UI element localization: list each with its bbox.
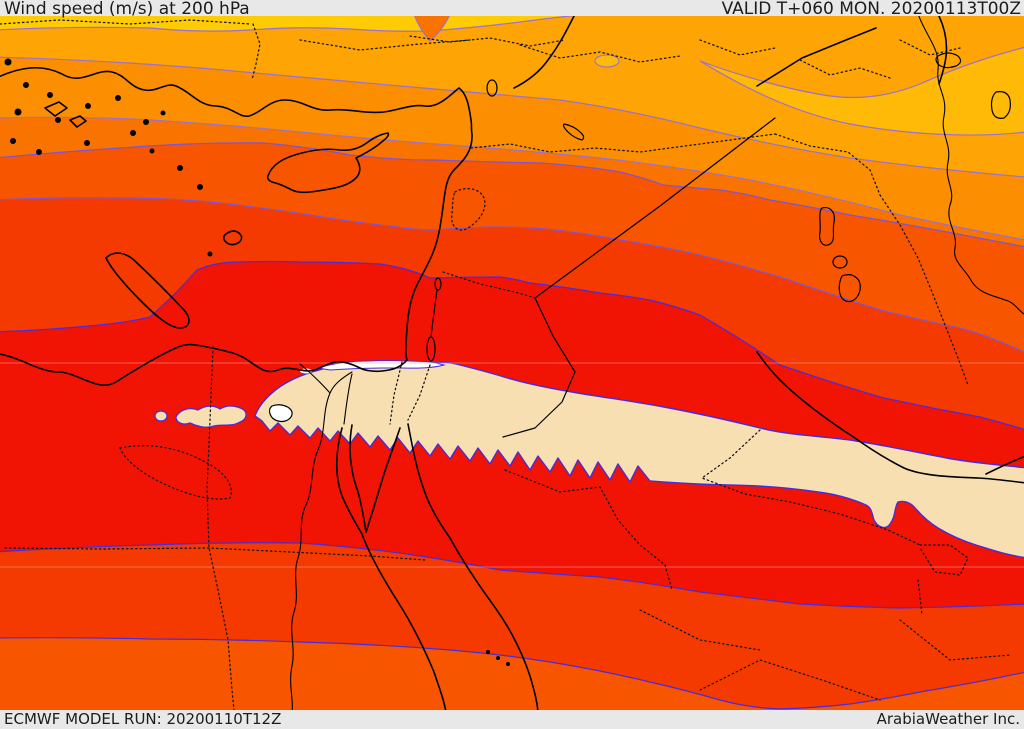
island xyxy=(496,656,500,660)
border-kuwait xyxy=(917,544,969,616)
island xyxy=(207,251,213,257)
band-amber-spot xyxy=(594,54,620,68)
border-turkey-iraq-iran xyxy=(774,133,881,196)
island xyxy=(486,650,490,654)
coastline-redsea-east xyxy=(449,537,539,710)
wind-bands-south xyxy=(0,542,1024,710)
island xyxy=(47,92,53,98)
border-saudi-interior-2 xyxy=(639,609,1011,701)
island xyxy=(10,138,16,144)
gallipoli-peninsula xyxy=(44,101,68,117)
border-balkans xyxy=(0,19,251,25)
island xyxy=(143,119,149,125)
coastline-redsea-west xyxy=(361,533,447,710)
coastline-caucasus xyxy=(756,27,877,87)
nile-delta-branch-west xyxy=(299,363,331,394)
band-wedge-top xyxy=(414,16,450,42)
island xyxy=(177,165,183,171)
island xyxy=(36,149,42,155)
border-turkey-greece xyxy=(251,23,261,81)
lake-tuz xyxy=(486,79,498,97)
nile-river xyxy=(290,392,331,710)
coastline-aqaba-east xyxy=(407,423,451,539)
island xyxy=(84,140,90,146)
aegean-islands xyxy=(4,58,510,666)
island xyxy=(55,117,61,123)
coastline-gulf-suez xyxy=(335,427,363,535)
footer-bar xyxy=(0,710,1024,729)
island xyxy=(130,130,136,136)
map-canvas xyxy=(0,16,1024,710)
coastline-rhodes xyxy=(222,230,243,246)
valid-time-label: VALID T+060 MON. 20200113T00Z xyxy=(721,0,1021,19)
border-turkey-syria xyxy=(470,133,776,153)
jet-streak-west-blob xyxy=(175,405,247,428)
lake-urmia xyxy=(990,91,1011,119)
lake-tharthar xyxy=(819,207,835,246)
lakes-rivers xyxy=(268,16,1024,710)
coastline-cyprus xyxy=(266,132,390,194)
border-saudi-interior-1 xyxy=(504,469,673,591)
border-egypt-libya xyxy=(206,346,235,710)
header-bar xyxy=(0,0,1024,16)
coastline-persian-gulf xyxy=(756,351,1024,484)
border-iran-iraq xyxy=(879,194,969,386)
lake-van xyxy=(935,52,962,69)
border-iraq-saudi xyxy=(700,429,921,546)
coastline-caspian xyxy=(937,16,948,85)
coastline-blacksea-corner xyxy=(513,16,575,89)
lake-razazah xyxy=(838,274,861,303)
marmara-islet xyxy=(69,115,87,128)
map-title: Wind speed (m/s) at 200 hPa xyxy=(4,0,250,19)
model-run-label: ECMWF MODEL RUN: 20200110T12Z xyxy=(4,710,282,728)
jordan-river xyxy=(430,289,438,338)
credit-label: ArabiaWeather Inc. xyxy=(876,710,1020,728)
lake-habbaniyah xyxy=(832,255,848,269)
island xyxy=(115,95,121,101)
border-syria-jordan xyxy=(442,271,536,299)
lake-assad xyxy=(562,123,585,141)
qattara-depression xyxy=(119,445,232,500)
jet-streak-main xyxy=(254,361,1024,559)
coastline-sinai-west xyxy=(349,424,367,533)
band-amber-wedge xyxy=(699,46,1024,136)
suez-canal xyxy=(343,373,353,425)
border-israel-jordan xyxy=(407,364,431,421)
coastline-mediterranean xyxy=(0,66,473,386)
border-anatolia-ne xyxy=(409,35,566,47)
country-borders xyxy=(0,19,1011,710)
island xyxy=(506,662,510,666)
coastlines xyxy=(0,16,1024,710)
coastline-crete xyxy=(105,252,190,329)
sea-of-galilee xyxy=(434,277,442,291)
coastline-sinai-east xyxy=(365,427,401,533)
wind-speed-map-svg xyxy=(0,16,1024,710)
island xyxy=(14,108,22,116)
island xyxy=(85,103,91,109)
border-syria-iraq-jordan-saudi xyxy=(502,117,776,438)
band-orange4-south xyxy=(0,637,1024,710)
graticule xyxy=(0,362,1024,568)
nile-delta-branch-east xyxy=(329,371,353,394)
border-bulgaria-turkey xyxy=(299,39,471,51)
lake-qarun xyxy=(268,404,293,423)
border-armenia xyxy=(699,39,961,79)
island xyxy=(197,184,203,190)
island xyxy=(149,148,155,154)
border-egypt-sudan xyxy=(4,547,426,561)
border-israel-egypt xyxy=(389,361,403,425)
coastline-persian-gulf-north xyxy=(985,455,1024,475)
jet-streak-west-dot xyxy=(154,410,168,422)
border-georgia xyxy=(519,44,681,63)
island xyxy=(23,82,29,88)
border-lebanon xyxy=(451,188,486,231)
island xyxy=(4,58,12,66)
tigris-river xyxy=(918,16,1024,315)
island xyxy=(160,110,166,116)
